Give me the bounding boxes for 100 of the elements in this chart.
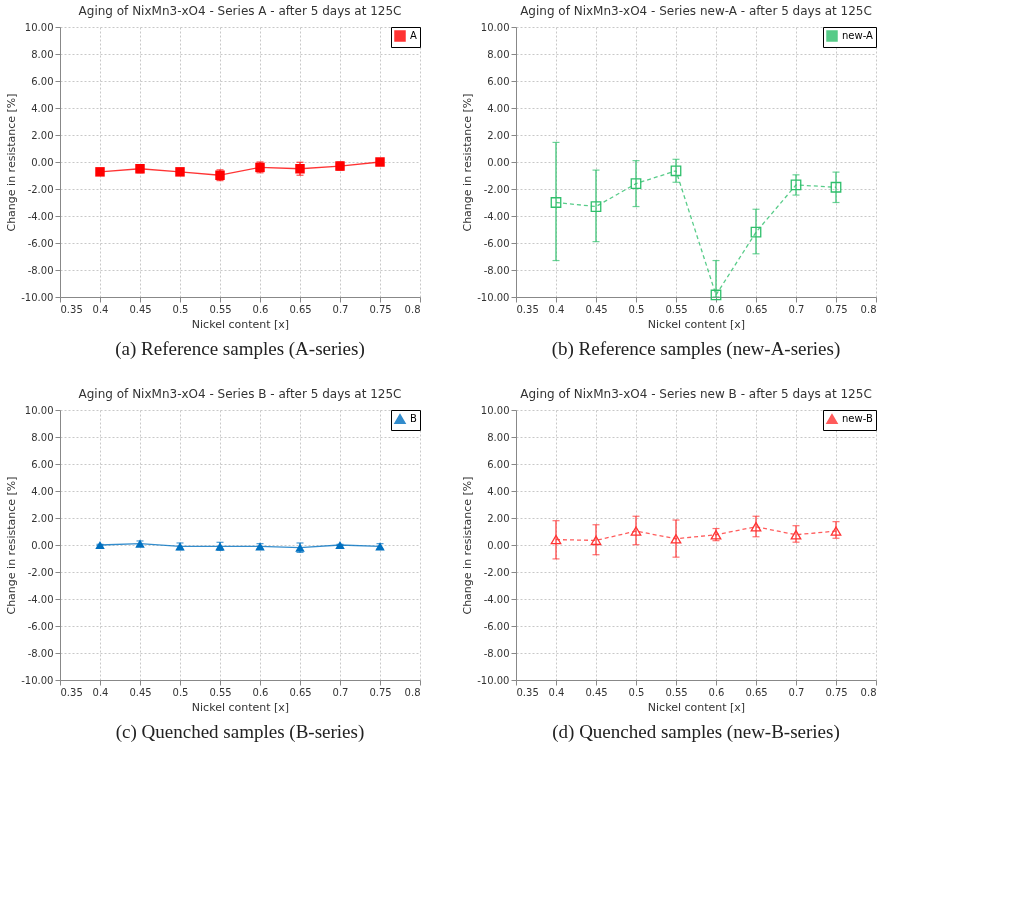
x-tick-label: 0.45 [129, 686, 152, 698]
text: (d) Quenched samples (new-B-series) [552, 721, 840, 743]
x-tick-label: 0.6 [708, 303, 725, 315]
y-tick-label: -4.00 [483, 210, 510, 222]
y-tick-label: 2.00 [487, 512, 510, 524]
x-tick-label: 0.75 [369, 686, 392, 698]
y-tick-label: -6.00 [483, 620, 510, 632]
legend-label: A [410, 30, 417, 41]
y-tick-label: 4.00 [487, 485, 510, 497]
legend-label: new-B [842, 413, 873, 424]
point [750, 226, 762, 238]
y-tick-label: 6.00 [31, 75, 54, 87]
y-tick-label: -10.00 [21, 291, 54, 303]
y-tick-label: 2.00 [31, 129, 54, 141]
y-tick-label: -6.00 [27, 237, 54, 249]
y-tick-label: -8.00 [483, 647, 510, 659]
x-tick-label: 0.55 [665, 686, 688, 698]
x-axis-title: Nickel content [x] [647, 317, 746, 331]
point [670, 165, 682, 177]
x-tick-label: 0.7 [788, 303, 805, 315]
x-axis-title: Nickel content [x] [191, 700, 290, 714]
point [670, 534, 682, 544]
point [630, 178, 642, 189]
y-tick-label: -4.00 [483, 593, 510, 605]
x-tick-label: 0.65 [289, 303, 312, 315]
y-tick-label: 4.00 [31, 485, 54, 497]
x-tick-label: 0.55 [209, 686, 232, 698]
y-axis-title: Change in resistance [%] [5, 93, 19, 232]
x-tick-label: 0.35 [60, 303, 83, 315]
y-tick-label: -2.00 [27, 183, 54, 195]
y-tick-label: -8.00 [27, 264, 54, 276]
point [830, 181, 842, 193]
x-tick-label: 0.75 [369, 303, 392, 315]
y-tick-label: 6.00 [31, 458, 54, 470]
x-tick-label: 0.4 [548, 686, 565, 698]
x-tick-label: 0.7 [332, 303, 349, 315]
x-tick-label: 0.5 [172, 686, 189, 698]
point [375, 157, 385, 167]
y-tick-label: 0.00 [487, 539, 510, 551]
y-tick-label: -8.00 [27, 647, 54, 659]
y-tick-label: 8.00 [487, 431, 510, 443]
y-tick-label: 0.00 [487, 156, 510, 168]
x-tick-label: 0.35 [60, 686, 83, 698]
y-tick-label: -2.00 [27, 566, 54, 578]
y-tick-label: 4.00 [487, 102, 510, 114]
chart-title: Aging of NixMn3-xO4 - Series new B - after 5 days at 125C [520, 387, 872, 401]
chart-title: Aging of NixMn3-xO4 - Series B - after 5 days at 125C [78, 387, 402, 401]
y-tick-label: -6.00 [27, 620, 54, 632]
y-axis-title: Change in resistance [%] [461, 476, 475, 615]
y-tick-label: -10.00 [477, 291, 510, 303]
point [550, 534, 562, 545]
y-axis-title: Change in resistance [%] [5, 476, 19, 615]
point [790, 529, 802, 540]
point [175, 167, 185, 177]
x-tick-label: 0.45 [585, 303, 608, 315]
y-tick-label: 0.00 [31, 156, 54, 168]
x-tick-label: 0.45 [585, 686, 608, 698]
x-tick-label: 0.4 [548, 303, 565, 315]
x-tick-label: 0.6 [252, 686, 269, 698]
text: (a) Reference samples (A-series) [115, 338, 365, 360]
x-tick-label: 0.8 [860, 686, 877, 698]
y-tick-label: 10.00 [480, 404, 510, 416]
point [790, 179, 802, 191]
y-tick-label: 6.00 [487, 75, 510, 87]
x-tick-label: 0.7 [332, 686, 349, 698]
y-tick-label: -2.00 [483, 183, 510, 195]
x-tick-label: 0.6 [252, 303, 269, 315]
x-axis-title: Nickel content [x] [191, 317, 290, 331]
x-tick-label: 0.65 [745, 686, 768, 698]
x-tick-label: 0.55 [665, 303, 688, 315]
x-tick-label: 0.65 [745, 303, 768, 315]
y-tick-label: -10.00 [21, 674, 54, 686]
y-tick-label: 2.00 [487, 129, 510, 141]
y-tick-label: -6.00 [483, 237, 510, 249]
point [135, 164, 145, 174]
text: (b) Reference samples (new-A-series) [551, 338, 841, 360]
x-tick-label: 0.8 [404, 686, 421, 698]
y-tick-label: 8.00 [31, 431, 54, 443]
y-tick-label: -4.00 [27, 593, 54, 605]
x-tick-label: 0.35 [516, 303, 539, 315]
x-tick-label: 0.45 [129, 303, 152, 315]
text: (c) Quenched samples (B-series) [115, 721, 365, 743]
point [590, 535, 602, 546]
y-tick-label: -2.00 [483, 566, 510, 578]
x-axis-title: Nickel content [x] [647, 700, 746, 714]
x-tick-label: 0.75 [825, 303, 848, 315]
x-tick-label: 0.8 [404, 303, 421, 315]
point [710, 289, 722, 301]
y-tick-label: -4.00 [27, 210, 54, 222]
y-tick-label: 8.00 [31, 48, 54, 60]
point [590, 201, 602, 212]
y-axis-title: Change in resistance [%] [461, 93, 475, 232]
y-tick-label: 10.00 [480, 21, 510, 33]
y-tick-label: -8.00 [483, 264, 510, 276]
x-tick-label: 0.8 [860, 303, 877, 315]
y-tick-label: 4.00 [31, 102, 54, 114]
chart-title: Aging of NixMn3-xO4 - Series A - after 5 days at 125C [78, 4, 402, 18]
y-tick-label: -10.00 [477, 674, 510, 686]
y-tick-label: 6.00 [487, 458, 510, 470]
y-tick-label: 10.00 [24, 404, 54, 416]
